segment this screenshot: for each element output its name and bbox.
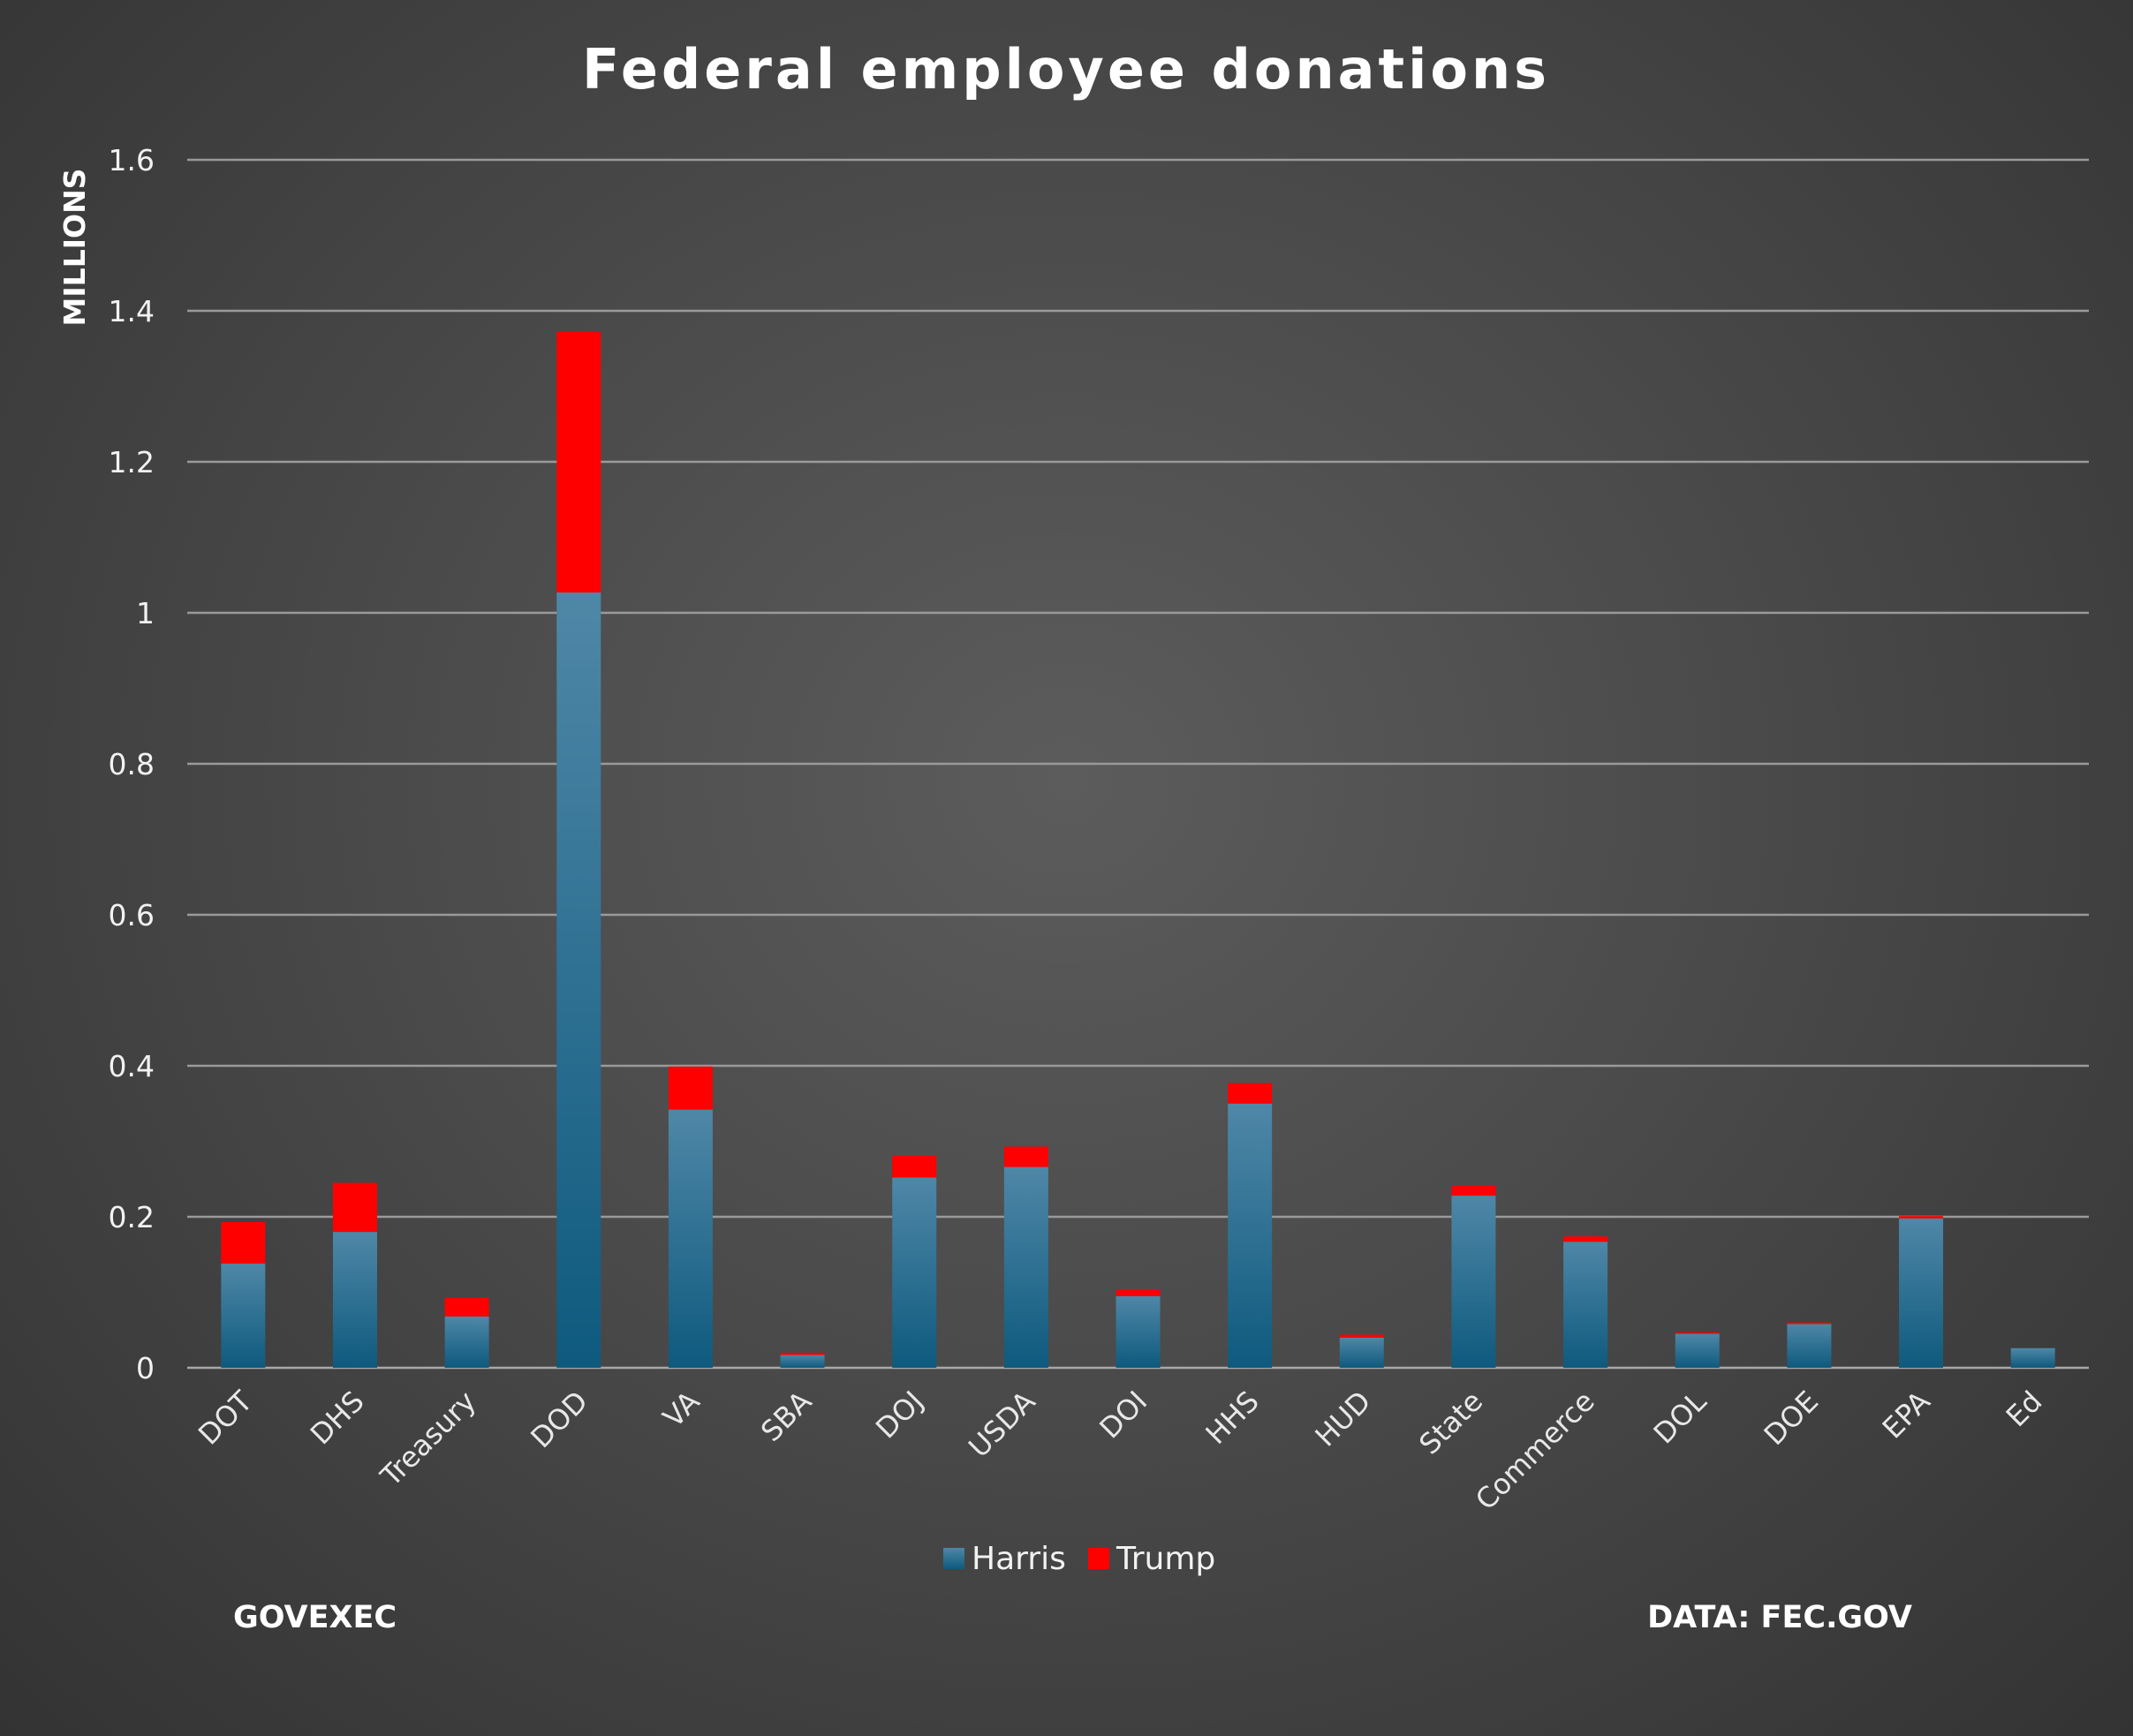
x-tick-label: DOE [1758, 1385, 1825, 1452]
bar-harris-doe [1787, 1324, 1832, 1368]
x-tick-label: DOI [1093, 1385, 1153, 1445]
footer-source-left: GOVEXEC [233, 1600, 397, 1635]
bar-trump-doi [1116, 1289, 1161, 1296]
bar-trump-hhs [1228, 1083, 1273, 1104]
bar-harris-doi [1116, 1295, 1161, 1368]
y-tick-label: 0.2 [109, 1200, 155, 1234]
x-tick-label: DOT [192, 1384, 259, 1451]
legend: Harris Trump [943, 1541, 1215, 1577]
y-tick-label: 1.4 [109, 294, 155, 328]
x-tick-label: USDA [962, 1385, 1041, 1464]
bar-trump-dot [221, 1221, 266, 1264]
y-tick-label: 1.6 [109, 143, 155, 177]
bar-harris-sba [780, 1355, 825, 1368]
gridlines [187, 158, 2089, 1370]
x-tick-label: State [1412, 1385, 1489, 1461]
y-tick-label: 0.8 [109, 747, 155, 781]
bar-harris-state [1451, 1196, 1496, 1368]
x-tick-label: HHS [1199, 1385, 1266, 1451]
y-tick-label: 1.2 [109, 445, 155, 479]
x-tick-label: Commerce [1469, 1385, 1601, 1517]
footer-source-right: DATA: FEC.GOV [1647, 1600, 1912, 1635]
bar-trump-doj [892, 1155, 937, 1178]
x-tick-label: SBA [754, 1385, 818, 1448]
y-axis-title: MILLIONS [57, 169, 92, 327]
legend-swatch-trump [1088, 1548, 1109, 1569]
y-tick-labels: 0 0.2 0.4 0.6 0.8 1 1.2 1.4 1.6 [109, 143, 155, 1385]
bars [221, 331, 2055, 1368]
bar-trump-doe [1787, 1322, 1832, 1325]
y-tick-label: 0.4 [109, 1049, 155, 1083]
y-tick-label: 0 [136, 1351, 155, 1385]
bar-harris-hud [1339, 1337, 1384, 1368]
bar-harris-hhs [1228, 1103, 1273, 1368]
y-tick-label: 1 [136, 596, 155, 630]
bar-trump-epa [1899, 1216, 1944, 1219]
x-tick-label: DOJ [869, 1385, 930, 1445]
bar-trump-dhs [332, 1182, 377, 1233]
bar-harris-dod [556, 592, 601, 1368]
x-tick-label: DHS [304, 1385, 371, 1452]
bar-harris-epa [1899, 1218, 1944, 1368]
legend-label-harris: Harris [972, 1541, 1066, 1577]
bar-harris-dol [1675, 1333, 1720, 1368]
bar-trump-hud [1339, 1334, 1384, 1338]
bar-trump-va [668, 1066, 713, 1110]
bar-harris-doj [892, 1177, 937, 1368]
bar-harris-ed [2010, 1347, 2055, 1368]
y-tick-label: 0.6 [109, 898, 155, 932]
bar-harris-dot [221, 1264, 266, 1368]
x-tick-label: Ed [2000, 1385, 2049, 1434]
bar-trump-treasury [444, 1297, 489, 1317]
x-tick-label: Treasury [374, 1385, 482, 1493]
chart-title: Federal employee donations [582, 37, 1550, 102]
bar-trump-commerce [1563, 1236, 1608, 1242]
bar-trump-dol [1675, 1332, 1720, 1334]
legend-swatch-harris [943, 1548, 964, 1569]
x-tick-label: DOD [524, 1385, 594, 1455]
bar-harris-commerce [1563, 1242, 1608, 1368]
x-tick-labels: DOT DHS Treasury DOD VA SBA DOJ USDA DOI HHS HUD St… [192, 1384, 2048, 1516]
bar-trump-usda [1003, 1146, 1048, 1167]
bar-trump-state [1451, 1185, 1496, 1196]
bar-harris-dhs [332, 1232, 377, 1368]
bar-harris-usda [1003, 1166, 1048, 1368]
bar-trump-dod [556, 331, 601, 593]
bar-harris-va [668, 1109, 713, 1368]
x-tick-label: EPA [1876, 1385, 1937, 1445]
legend-label-trump: Trump [1116, 1541, 1215, 1577]
x-tick-label: DOL [1647, 1385, 1713, 1451]
x-tick-label: VA [656, 1385, 706, 1434]
x-tick-label: HUD [1309, 1385, 1378, 1453]
bar-harris-treasury [444, 1316, 489, 1368]
bar-trump-sba [780, 1352, 825, 1355]
